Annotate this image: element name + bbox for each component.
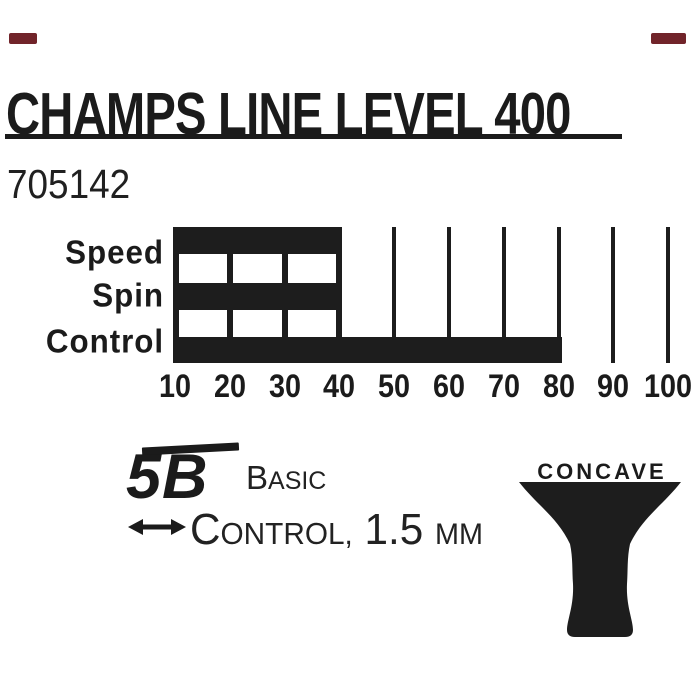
x-tick-label: 70	[487, 368, 520, 404]
tick-gridline	[611, 227, 616, 363]
x-tick-label: 40	[323, 368, 356, 404]
x-tick-label: 80	[542, 368, 575, 404]
x-tick-label: 60	[432, 368, 466, 404]
tick-gridline	[666, 227, 671, 363]
handle-type-label: CONCAVE	[537, 459, 667, 484]
rubber-unit: MM	[434, 518, 483, 551]
chart-category-labels: Speed Spin Control	[0, 227, 164, 367]
left-right-arrow-icon	[128, 519, 186, 535]
title-underline	[5, 134, 622, 139]
product-number: 705142	[7, 161, 131, 207]
level-rest: ASIC	[268, 467, 327, 495]
rubber-spec-label: CONTROL, 1.5 MM	[190, 508, 483, 552]
x-tick-label: 90	[597, 368, 630, 404]
rating-chart	[173, 227, 678, 363]
tick-gridline	[556, 227, 561, 363]
x-tick-label: 30	[268, 368, 301, 404]
bar	[173, 227, 343, 254]
bar	[173, 337, 562, 363]
level-label: BASIC	[246, 461, 326, 494]
connector	[336, 310, 343, 337]
level-initial: B	[246, 459, 269, 496]
connector	[173, 310, 179, 337]
corner-mark-left	[9, 33, 37, 44]
rubber-value: 1.5	[352, 505, 435, 554]
connector	[281, 310, 288, 337]
page-title: CHAMPS LINE LEVEL 400	[6, 81, 571, 147]
chart-x-axis: 10 20 30 40 50 60 70 80 90 100	[159, 363, 692, 404]
connector	[336, 254, 343, 283]
chart-category-label: Spin	[92, 276, 164, 314]
connector	[173, 254, 179, 283]
connector	[226, 310, 233, 337]
x-tick-label: 20	[213, 368, 246, 404]
rubber-rest: ONTROL,	[220, 516, 353, 551]
x-tick-label: 10	[158, 368, 192, 404]
bar	[173, 283, 343, 310]
tick-gridline	[501, 227, 506, 337]
x-tick-label: 50	[378, 368, 411, 404]
corner-mark-right	[651, 33, 686, 44]
concave-handle-icon	[519, 482, 681, 637]
rubber-initial: C	[190, 505, 221, 554]
x-tick-label: 100	[644, 368, 693, 404]
chart-category-label: Control	[45, 322, 164, 360]
tick-gridline	[447, 227, 451, 337]
grade-code: 5B	[126, 442, 209, 512]
connector	[226, 254, 233, 283]
connector	[281, 254, 288, 283]
chart-category-label: Speed	[65, 233, 164, 271]
grade-code-logo: 5B	[126, 442, 240, 512]
tick-gridline	[392, 227, 397, 337]
